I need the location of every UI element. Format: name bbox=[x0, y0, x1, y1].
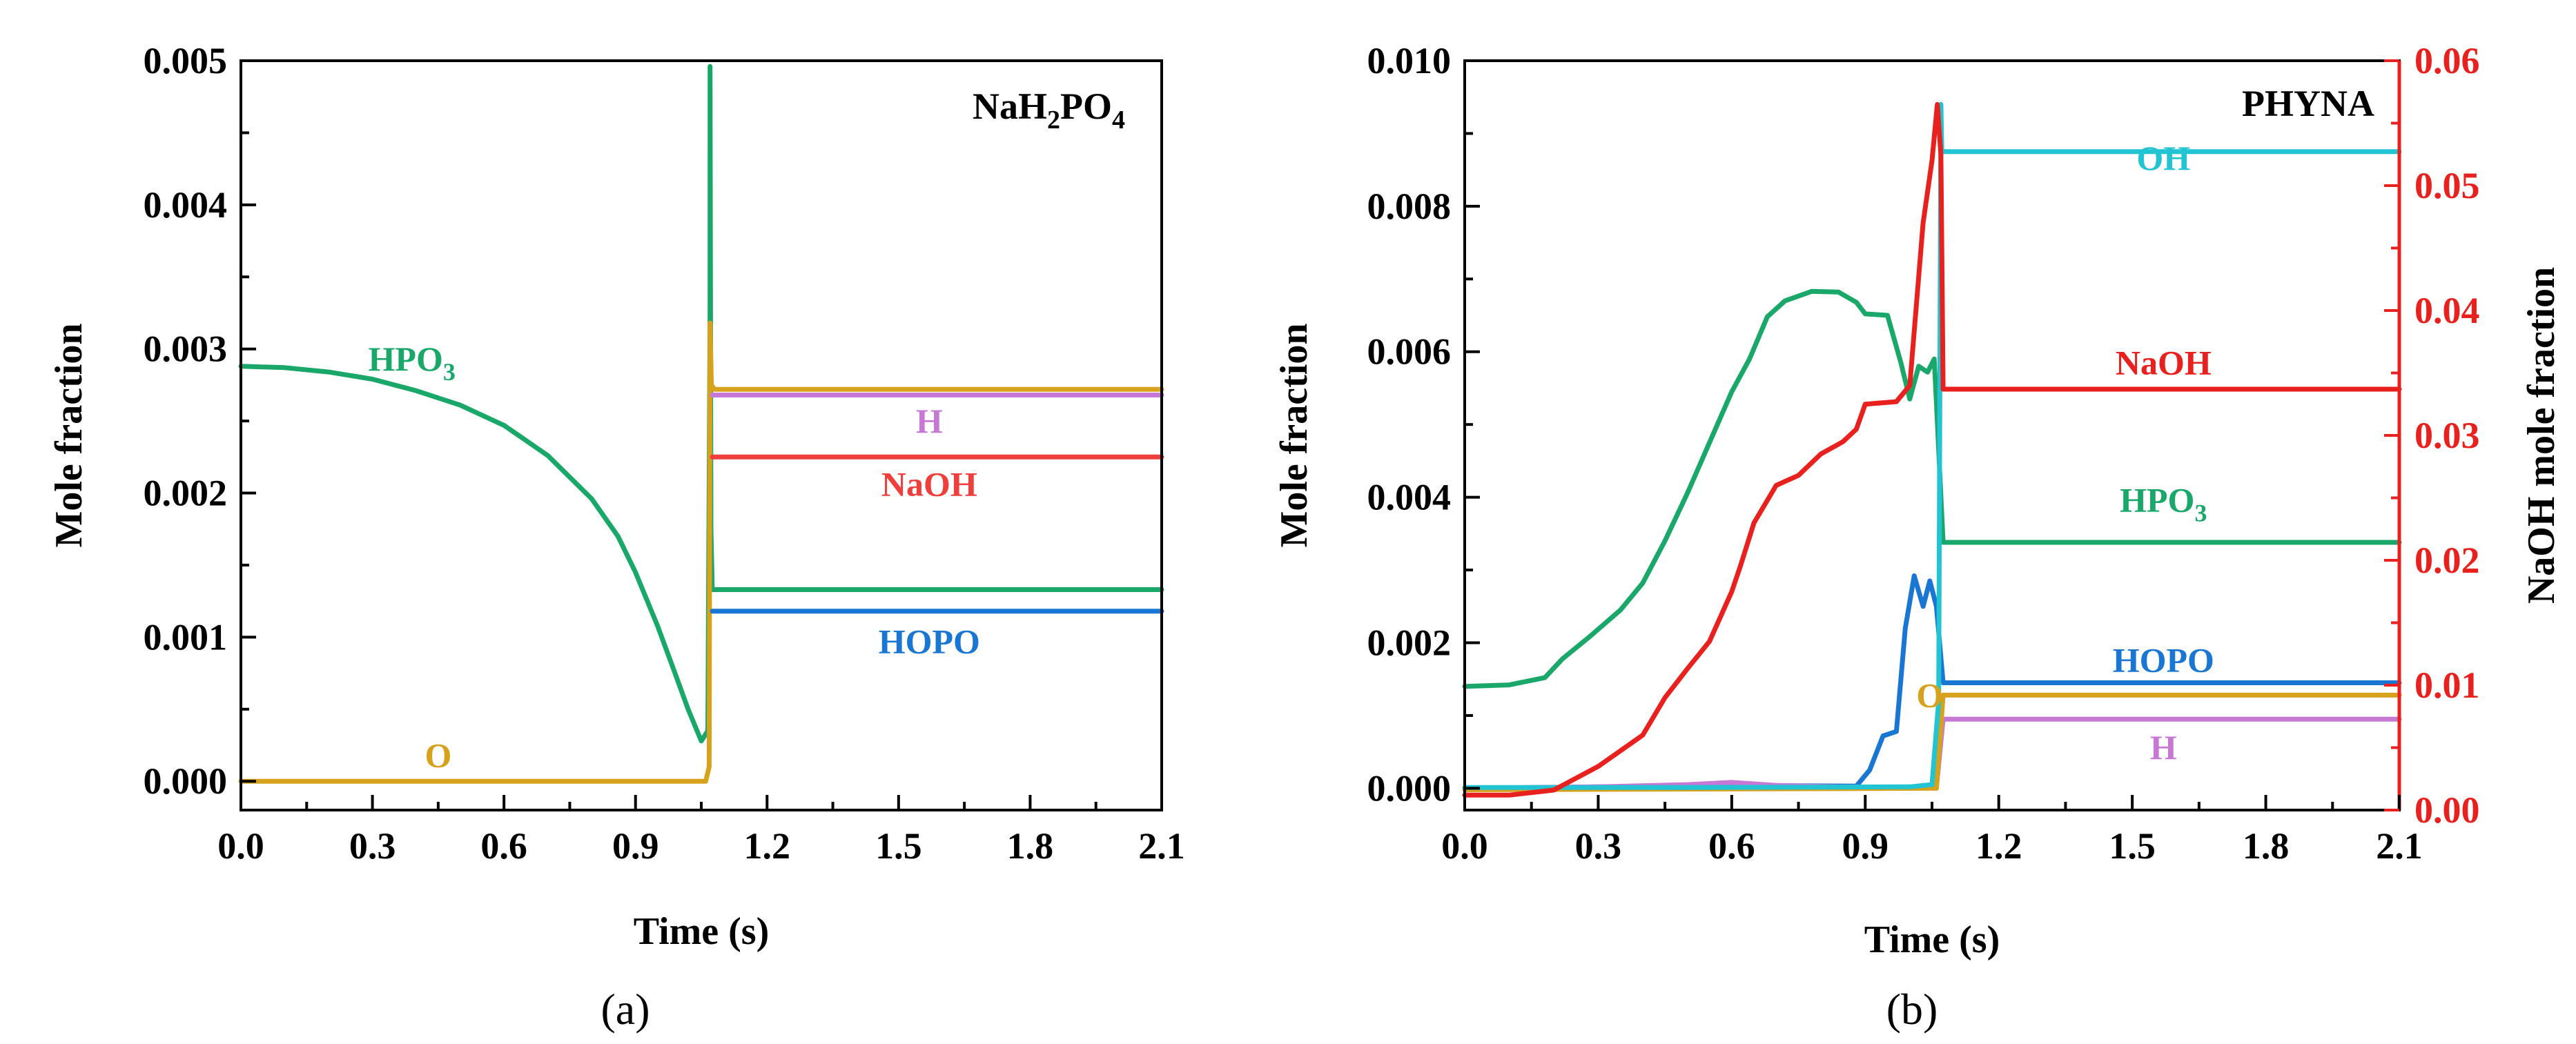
panel-a-plot-frame bbox=[240, 59, 1163, 811]
series-label-naoh: NaOH bbox=[881, 465, 977, 504]
series-label-hopo: HOPO bbox=[2113, 641, 2214, 680]
panel-a-axes: 0.0 0.3 0.6 0.9 1.2 1.5 1.8 2.1 0.000 0.001 0.002 0… bbox=[144, 40, 1185, 867]
y2-tick-label: 0.06 bbox=[2414, 40, 2480, 81]
panel-a-y-axis-title: Mole fraction bbox=[48, 324, 90, 548]
x-tick-label: 2.1 bbox=[2376, 825, 2423, 867]
x-tick-label: 0.0 bbox=[217, 825, 264, 867]
y2-tick-label: 0.02 bbox=[2414, 540, 2480, 581]
panel-a-x-axis-title: Time (s) bbox=[634, 910, 770, 953]
x-tick-label: 1.8 bbox=[1007, 825, 1054, 867]
panel-b-series bbox=[1462, 101, 2402, 798]
y2-tick-label: 0.00 bbox=[2414, 789, 2480, 831]
x-tick-label: 1.2 bbox=[1975, 825, 2022, 867]
y2-tick-label: 0.03 bbox=[2414, 415, 2480, 456]
x-tick-label: 0.3 bbox=[1575, 825, 1622, 867]
series-line-o bbox=[238, 320, 1164, 784]
x-tick-label: 1.5 bbox=[875, 825, 922, 867]
y-tick-label: 0.002 bbox=[1367, 622, 1452, 663]
y-tick-label: 0.001 bbox=[144, 616, 228, 658]
y-tick-label: 0.010 bbox=[1367, 40, 1452, 81]
y-tick-label: 0.004 bbox=[144, 184, 228, 226]
series-label-o: O bbox=[425, 736, 451, 774]
panel-b-title: PHYNA bbox=[2242, 83, 2374, 124]
series-line-hpo3 bbox=[238, 63, 1164, 744]
series-label-h: H bbox=[916, 402, 943, 440]
panel-a-title: NaH2PO4 bbox=[973, 86, 1125, 135]
y-tick-label: 0.000 bbox=[1367, 767, 1452, 809]
x-tick-label: 0.9 bbox=[1842, 825, 1889, 867]
y2-tick-label: 0.05 bbox=[2414, 165, 2480, 206]
x-tick-label: 0.6 bbox=[480, 825, 527, 867]
x-tick-label: 1.2 bbox=[744, 825, 791, 867]
panel-b-y-axis-title: Mole fraction bbox=[1273, 324, 1316, 548]
series-label-oh: OH bbox=[2136, 139, 2190, 177]
x-tick-label: 0.0 bbox=[1441, 825, 1488, 867]
x-tick-label: 0.6 bbox=[1708, 825, 1755, 867]
series-line-naoh bbox=[1462, 101, 2402, 798]
panel-b-axes: 0.0 0.3 0.6 0.9 1.2 1.5 1.8 2.1 0.000 0.002 0.004 0… bbox=[1367, 40, 2480, 867]
y-tick-label: 0.003 bbox=[144, 328, 228, 370]
x-tick-label: 0.9 bbox=[612, 825, 659, 867]
panel-b-chart: HPO3 HOPO H O OH NaOH 0.0 0.3 0.6 0.9 1.2 1.5 1.8 2.… bbox=[1273, 40, 2563, 1034]
panel-b-x-axis-title: Time (s) bbox=[1864, 918, 2000, 961]
y-tick-label: 0.004 bbox=[1367, 477, 1452, 518]
y-tick-label: 0.008 bbox=[1367, 186, 1452, 227]
series-label-hpo3: HPO3 bbox=[2120, 481, 2207, 527]
panel-b-species-labels: HPO3 HOPO H O OH NaOH bbox=[1916, 139, 2214, 767]
series-line-hpo3 bbox=[1462, 288, 2402, 689]
x-tick-label: 0.3 bbox=[349, 825, 396, 867]
x-tick-label: 2.1 bbox=[1138, 825, 1185, 867]
y-tick-label: 0.000 bbox=[144, 760, 228, 802]
panel-b-y2-axis-title: NaOH mole fraction bbox=[2520, 267, 2563, 604]
series-label-o: O bbox=[1916, 676, 1943, 714]
panel-a-caption: (a) bbox=[601, 985, 650, 1034]
y-tick-label: 0.002 bbox=[144, 473, 228, 514]
series-label-hpo3: HPO3 bbox=[369, 339, 456, 386]
series-label-hopo: HOPO bbox=[879, 622, 980, 660]
series-label-h: H bbox=[2150, 728, 2177, 767]
x-tick-label: 1.5 bbox=[2109, 825, 2156, 867]
y2-tick-label: 0.04 bbox=[2414, 290, 2480, 331]
y-tick-label: 0.005 bbox=[144, 40, 228, 81]
x-tick-label: 1.8 bbox=[2243, 825, 2290, 867]
y2-tick-label: 0.01 bbox=[2414, 664, 2480, 706]
y-tick-label: 0.006 bbox=[1367, 331, 1452, 373]
panel-a-species-labels: HPO3 O H NaOH HOPO bbox=[369, 339, 980, 774]
panel-a-series bbox=[238, 63, 1164, 784]
series-label-naoh: NaOH bbox=[2116, 343, 2212, 382]
panel-b-caption: (b) bbox=[1886, 985, 1938, 1034]
